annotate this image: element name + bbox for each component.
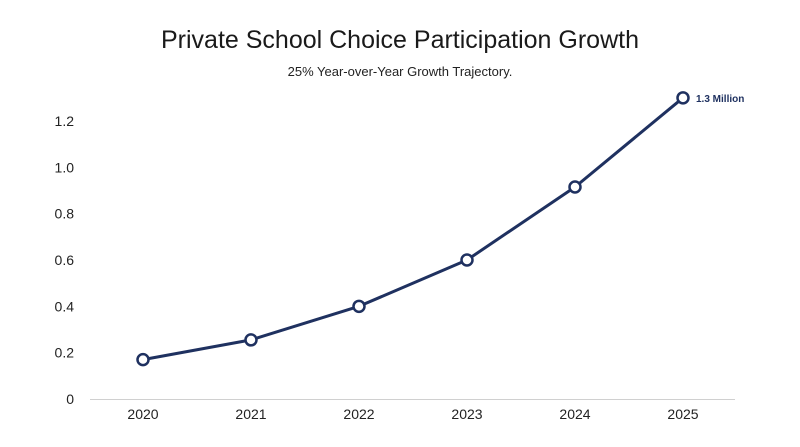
x-tick-label: 2024 — [559, 406, 590, 422]
data-markers — [136, 91, 690, 367]
data-point — [136, 352, 150, 367]
y-axis-labels: 0 0.2 0.4 0.6 0.8 1.0 1.2 — [55, 113, 75, 407]
y-tick-label: 0 — [66, 391, 74, 407]
y-tick-label: 1.0 — [55, 159, 75, 175]
x-tick-label: 2022 — [343, 406, 374, 422]
y-tick-label: 1.2 — [55, 113, 75, 129]
data-point — [352, 299, 366, 314]
x-tick-label: 2023 — [451, 406, 482, 422]
y-tick-label: 0.4 — [55, 298, 75, 314]
series-line — [141, 96, 685, 362]
data-label: 1.3 Million — [696, 94, 744, 105]
x-tick-label: 2020 — [127, 406, 158, 422]
data-point — [676, 91, 690, 105]
chart-title: Private School Choice Participation Grow… — [160, 26, 639, 54]
x-tick-label: 2025 — [667, 406, 698, 422]
x-axis-labels: 2020 2021 2022 2023 2024 2025 — [127, 406, 698, 422]
data-point — [568, 180, 582, 194]
data-point — [244, 333, 258, 347]
y-tick-label: 0.8 — [55, 206, 75, 222]
y-tick-label: 0.6 — [55, 252, 75, 268]
chart-subtitle: 25% Year-over-Year Growth Trajectory. — [287, 64, 513, 79]
data-point — [460, 253, 474, 267]
y-tick-label: 0.2 — [55, 345, 75, 361]
annotations: 1.3 Million — [696, 94, 744, 105]
x-tick-label: 2021 — [235, 406, 266, 422]
